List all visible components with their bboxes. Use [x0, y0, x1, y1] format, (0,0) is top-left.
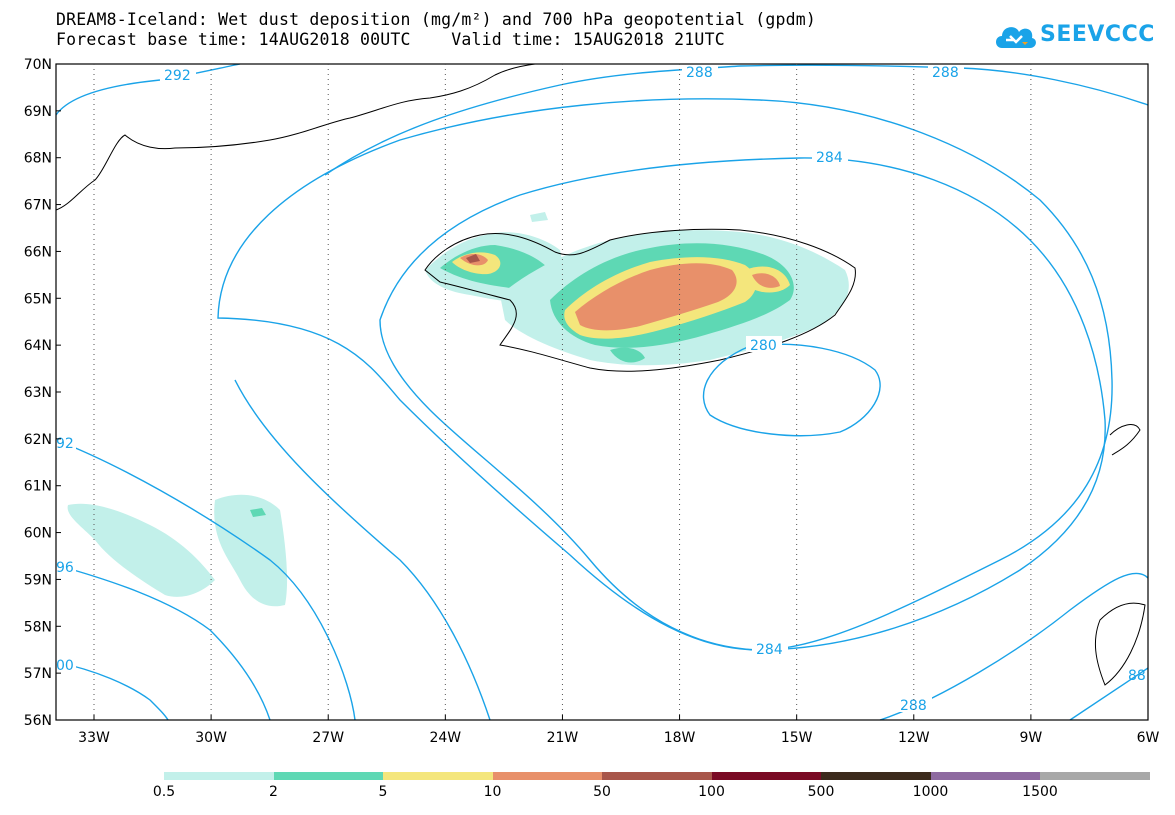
contour-292	[55, 63, 241, 116]
dust-patch-iceland	[752, 273, 780, 288]
lat-label: 58N	[24, 619, 52, 635]
lon-label: 27W	[312, 730, 344, 746]
lat-label: 69N	[24, 104, 52, 120]
contour-300	[55, 661, 169, 721]
lat-label: 67N	[24, 198, 52, 214]
cloud-icon	[996, 27, 1036, 48]
contour-284-inner	[379, 157, 1106, 651]
lon-label: 21W	[547, 730, 579, 746]
contour-labels: 292 288 288 284 280 284 288 92 96 00 88	[56, 62, 1146, 714]
colorbar-swatch	[383, 772, 493, 780]
lat-label: 62N	[24, 432, 52, 448]
colorbar-label: 0.5	[152, 784, 176, 800]
colorbar-label: 5	[378, 784, 388, 800]
colorbar-swatch	[492, 772, 603, 780]
colorbar-swatch	[930, 772, 1041, 780]
lat-label: 61N	[24, 479, 52, 495]
lon-label: 15W	[781, 730, 813, 746]
lon-label: 33W	[78, 730, 110, 746]
contour-296	[55, 564, 271, 721]
chart-title: DREAM8-Iceland: Wet dust deposition (mg/…	[56, 10, 817, 29]
colorbar-swatch	[602, 772, 712, 780]
lat-label: 56N	[24, 713, 52, 729]
dust-patch-iceland	[575, 263, 737, 331]
contour-284-big	[217, 98, 1113, 651]
contour-label: 288	[932, 65, 959, 81]
map-frame: 70N 69N 68N 67N 66N 65N 64N 63N 62N 61N 60N 59N 58N 5…	[24, 57, 1160, 746]
lon-label: 6W	[1137, 730, 1160, 746]
dust-patch-ocean	[214, 494, 288, 607]
colorbar-label: 10	[483, 784, 502, 800]
colorbar-swatch	[711, 772, 822, 780]
dust-patch-ocean	[67, 503, 215, 597]
chart-subtitle: Forecast base time: 14AUG2018 00UTC Vali…	[56, 30, 725, 49]
dust-patch-iceland	[530, 212, 548, 222]
dust-patch-westfjords	[466, 254, 480, 263]
contour-label: 288	[686, 65, 713, 81]
dust-shading	[67, 212, 849, 607]
lat-label: 60N	[24, 526, 52, 542]
lat-label: 68N	[24, 151, 52, 167]
lat-label: 59N	[24, 572, 52, 588]
lat-label: 65N	[24, 291, 52, 307]
scotland-coast	[1095, 602, 1146, 686]
lat-label: 64N	[24, 338, 52, 354]
colorbar-label: 2	[269, 784, 278, 800]
contour-label: 280	[750, 338, 777, 354]
lat-label: 66N	[24, 244, 52, 260]
colorbar-swatch	[164, 772, 274, 780]
lat-label: 70N	[24, 57, 52, 73]
colorbar-label: 1000	[912, 784, 949, 800]
logo-text: SEEVCCC	[1040, 22, 1155, 47]
contour-label: 00	[56, 658, 74, 674]
lon-label: 24W	[429, 730, 461, 746]
faroe-norway-coast	[1109, 424, 1141, 456]
contour-label: 284	[756, 642, 783, 658]
coastlines	[55, 63, 1146, 686]
lon-label: 12W	[898, 730, 930, 746]
iceland-coast	[424, 228, 856, 372]
lon-label: 18W	[664, 730, 696, 746]
contour-292-sw	[55, 439, 356, 721]
colorbar-swatch	[821, 772, 931, 780]
contour-label: 288	[900, 698, 927, 714]
lat-label: 63N	[24, 385, 52, 401]
colorbar-label: 100	[698, 784, 725, 800]
contour-label: 88	[1128, 668, 1146, 684]
contour-288-outer	[324, 64, 1149, 176]
contour-label: 284	[816, 150, 843, 166]
lat-label: 57N	[24, 666, 52, 682]
contour-288-se2	[1069, 667, 1149, 721]
geopotential-contours	[55, 63, 1149, 721]
colorbar-label: 50	[593, 784, 611, 800]
lon-label: 9W	[1020, 730, 1043, 746]
colorbar-swatch	[273, 772, 384, 780]
greenland-coast	[55, 63, 536, 211]
contour-288-s	[234, 379, 491, 721]
lon-label: 30W	[195, 730, 227, 746]
colorbar-label: 500	[807, 784, 835, 800]
contour-280	[702, 343, 881, 437]
seevccc-logo: SEEVCCC	[992, 16, 1155, 56]
contour-label: 292	[164, 68, 191, 84]
dust-patch-ocean	[250, 508, 266, 517]
contour-label: 96	[56, 560, 74, 576]
dust-patch-iceland	[610, 347, 645, 363]
colorbar-label: 1500	[1022, 784, 1058, 800]
contour-label: 92	[56, 436, 74, 452]
colorbar-swatch	[1040, 772, 1150, 780]
